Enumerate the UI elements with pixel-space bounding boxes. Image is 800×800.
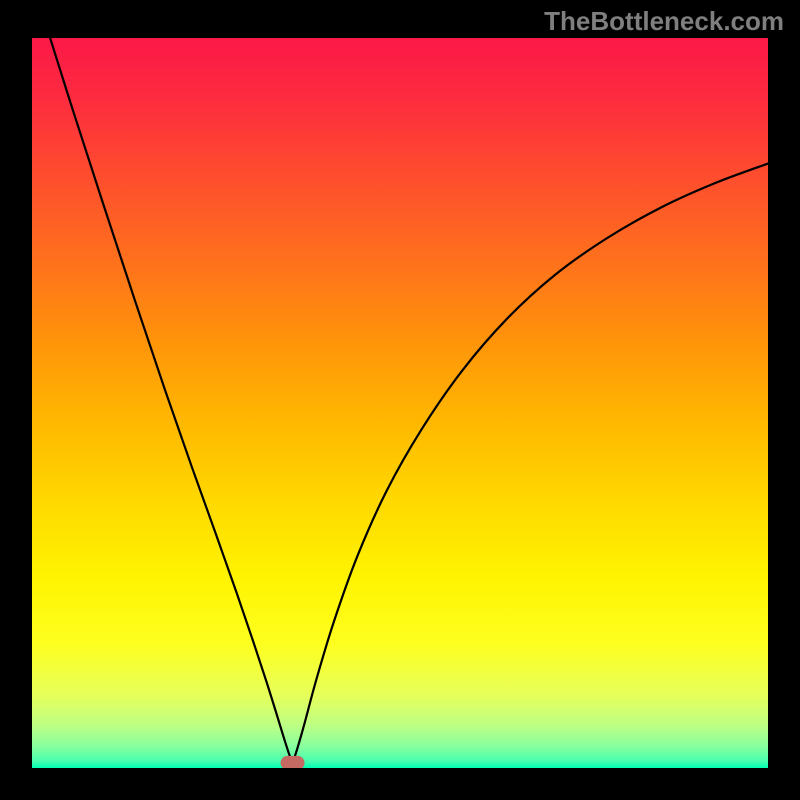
plot-area	[32, 38, 768, 768]
minimum-marker	[281, 756, 305, 768]
plot-svg	[32, 38, 768, 768]
chart-container: TheBottleneck.com	[0, 0, 800, 800]
watermark-label: TheBottleneck.com	[544, 6, 784, 37]
gradient-background	[32, 38, 768, 768]
